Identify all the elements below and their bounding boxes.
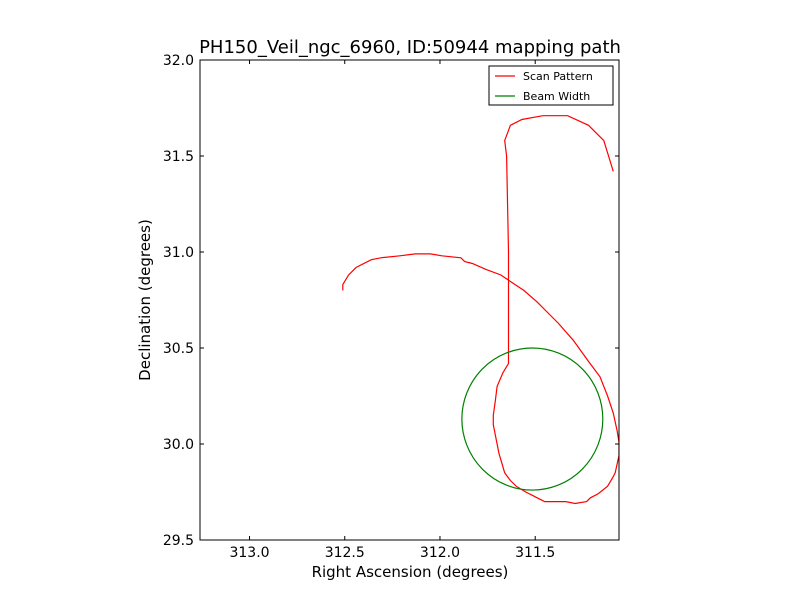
plot-area — [342, 115, 619, 505]
chart-title: PH150_Veil_ngc_6960, ID:50944 mapping pa… — [199, 37, 621, 58]
x-tick-label: 312.5 — [325, 545, 365, 561]
legend-entry: Beam Width — [523, 90, 590, 103]
y-axis-label: Declination (degrees) — [136, 219, 154, 381]
y-tick-label: 32.0 — [163, 53, 194, 69]
y-axis: 29.5 30.0 30.5 31.0 31.5 32.0 — [163, 53, 619, 549]
legend: Scan Pattern Beam Width — [488, 65, 614, 106]
y-tick-label: 31.5 — [163, 149, 194, 165]
plot-frame — [199, 59, 620, 541]
x-tick-label: 313.0 — [229, 545, 269, 561]
y-tick-label: 29.5 — [163, 533, 194, 549]
y-tick-label: 30.5 — [163, 341, 194, 357]
y-tick-label: 30.0 — [163, 437, 194, 453]
x-tick-label: 312.0 — [420, 545, 460, 561]
y-tick-label: 31.0 — [163, 245, 194, 261]
x-axis-label: Right Ascension (degrees) — [312, 563, 509, 581]
series-beam-width-circle — [461, 347, 604, 491]
series-scan-pattern-line — [342, 115, 619, 505]
x-tick-label: 311.5 — [515, 545, 555, 561]
legend-entry: Scan Pattern — [523, 70, 593, 83]
x-axis: 313.0 312.5 312.0 311.5 — [229, 60, 555, 561]
legend-box — [488, 65, 614, 106]
